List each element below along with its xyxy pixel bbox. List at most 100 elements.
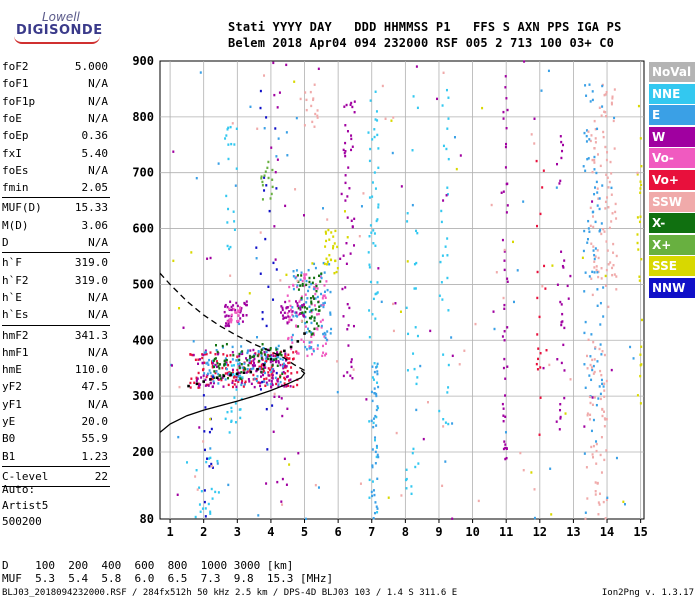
echo-point [595,265,598,268]
echo-point [279,363,282,367]
echo-point [245,303,248,307]
echo-point [210,362,213,365]
y-tick-label: 900 [132,54,154,68]
echo-point [300,295,303,298]
echo-point [447,96,450,99]
echo-point [294,276,297,280]
echo-point [317,324,320,328]
echo-point [600,378,603,382]
echo-point [270,366,273,370]
echo-point [605,173,608,176]
y-tick-label: 600 [132,222,154,236]
echo-point [639,187,642,190]
echo-point [416,376,419,379]
echo-point [375,219,378,223]
echo-point [216,459,219,463]
echo-point [501,238,504,242]
echo-point [278,395,281,398]
echo-point [371,365,374,368]
echo-point [314,483,317,487]
echo-point [536,296,539,300]
echo-point [302,312,305,315]
param-row-foep: foEp 0.36 [2,127,108,144]
echo-point [502,447,505,451]
echo-point [324,342,327,345]
echo-point [559,415,562,419]
echo-point [244,380,247,383]
echo-point [270,379,273,383]
echo-point [376,372,379,376]
echo-point [592,340,595,344]
echo-point [285,483,288,486]
echo-point [612,242,615,246]
echo-point [405,306,408,310]
echo-point [246,350,249,353]
echo-point [319,304,322,307]
echo-point [594,481,597,484]
echo-point [501,335,504,338]
echo-point [372,229,375,232]
echo-point [604,111,607,114]
echo-point [640,363,643,366]
echo-point [319,280,322,283]
echo-point [305,331,308,334]
echo-point [597,397,600,400]
echo-point [240,381,243,385]
echo-point [289,378,292,381]
echo-point [601,184,604,187]
echo-point [593,155,596,159]
legend-item-voplus: Vo+ [649,169,695,190]
echo-point [221,344,224,348]
echo-point [615,456,618,460]
echo-point [539,352,542,355]
echo-point [267,160,270,164]
echo-point [372,517,375,520]
echo-point [238,358,241,362]
y-tick-label: 200 [132,445,154,459]
echo-point [490,203,493,207]
echo-point [283,376,286,380]
echo-point [255,246,258,249]
echo-point [566,284,569,288]
echo-point [451,517,454,520]
echo-point [599,301,602,305]
echo-point [502,296,505,300]
echo-point [225,194,228,198]
echo-point [611,95,614,98]
echo-point [539,366,542,369]
echo-point [411,451,414,455]
echo-point [224,417,227,420]
echo-point [372,417,375,420]
echo-point [264,357,267,360]
echo-point [196,377,199,380]
echo-point [639,402,642,405]
param-value: 20.0 [81,415,109,428]
echo-point [276,480,279,484]
echo-point [229,300,232,303]
echo-point [377,455,380,459]
echo-point [592,225,595,229]
echo-point [371,464,374,467]
echo-point [352,368,355,371]
echo-point [604,517,607,520]
echo-point [598,207,601,211]
echo-point [504,394,507,397]
echo-point [266,355,269,359]
echo-point [591,200,594,203]
echo-point [189,386,192,389]
legend-item-xplus: X+ [649,234,695,255]
echo-point [233,220,236,223]
echo-point [234,308,237,312]
echo-point [310,310,313,314]
echo-point [284,352,287,355]
echo-point [264,170,267,173]
echo-point [291,313,294,317]
echo-point [277,384,280,388]
echo-point [287,353,290,356]
echo-point [593,271,596,274]
param-value: 1.23 [81,449,109,463]
echo-point [304,322,307,325]
echo-point [197,362,200,365]
echo-point [310,335,313,338]
echo-point [285,306,288,309]
